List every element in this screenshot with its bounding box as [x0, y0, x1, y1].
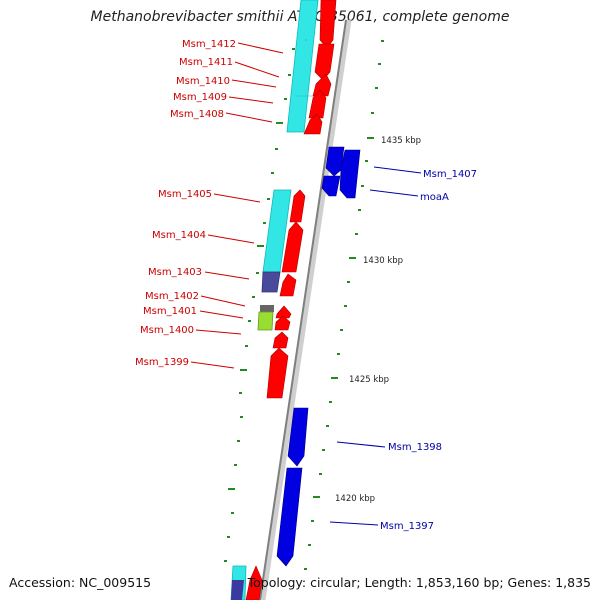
gene-msm-1398 — [287, 407, 309, 467]
gene-msm-1410 — [312, 73, 332, 97]
gene-msm-1405 — [289, 189, 306, 223]
label-msm-1407: Msm_1407 — [423, 169, 477, 180]
label-msm-1405: Msm_1405 — [158, 189, 212, 200]
label-msm-1409: Msm_1409 — [173, 92, 227, 103]
label-msm-1411: Msm_1411 — [179, 57, 233, 68]
label-msm-1400: Msm_1400 — [140, 325, 194, 336]
gene-moaa — [339, 149, 361, 199]
label-msm-1403: Msm_1403 — [148, 267, 202, 278]
scale-label-1425: 1425 kbp — [349, 375, 389, 385]
cds-track-upper — [286, 0, 319, 133]
accession-label: Accession: NC_009515 — [9, 575, 152, 590]
leader-lines-right — [329, 166, 422, 526]
label-msm-1412: Msm_1412 — [182, 39, 236, 50]
gene-msm-1407b — [321, 175, 341, 197]
label-msm-1408: Msm_1408 — [170, 109, 224, 120]
scale-label-1430: 1430 kbp — [363, 256, 403, 266]
gene-msm-1397 — [276, 467, 303, 567]
genome-backbone — [259, 19, 352, 600]
label-msm-1397: Msm_1397 — [380, 521, 434, 532]
outer-scale-ticks — [304, 40, 384, 570]
gene-msm-1407 — [325, 146, 345, 177]
gene-labels-left: Msm_1412 Msm_1411 Msm_1410 Msm_1409 Msm_… — [135, 39, 236, 368]
forward-genes — [245, 0, 337, 600]
gene-msm-1411 — [314, 43, 335, 81]
gene-red-bottom — [245, 565, 263, 600]
label-msm-1410: Msm_1410 — [176, 76, 230, 87]
label-msm-1404: Msm_1404 — [152, 230, 206, 241]
label-msm-1399: Msm_1399 — [135, 357, 189, 368]
gene-msm-1399 — [266, 347, 289, 399]
gene-msm-1412 — [319, 0, 337, 49]
label-moaa: moaA — [420, 192, 449, 203]
gene-labels-right: Msm_1407 moaA Msm_1398 Msm_1397 — [380, 169, 477, 532]
cds-track-lower — [230, 189, 292, 600]
gene-msm-1402 — [275, 305, 292, 319]
gene-msm-1400 — [272, 331, 289, 349]
gene-msm-1403 — [279, 273, 297, 297]
gene-msm-1404 — [281, 221, 304, 273]
topology-summary: Topology: circular; Length: 1,853,160 bp… — [247, 575, 591, 590]
scale-label-1420: 1420 kbp — [335, 494, 375, 504]
scale-label-1435: 1435 kbp — [381, 136, 421, 146]
label-msm-1402: Msm_1402 — [145, 291, 199, 302]
leader-lines-left — [190, 42, 284, 369]
gene-msm-1409 — [308, 89, 327, 119]
inner-scale-ticks — [224, 48, 295, 562]
label-msm-1398: Msm_1398 — [388, 442, 442, 453]
label-msm-1401: Msm_1401 — [143, 306, 197, 317]
gene-msm-1408 — [303, 113, 323, 135]
gene-msm-1401 — [274, 315, 291, 331]
reverse-genes — [276, 146, 361, 567]
